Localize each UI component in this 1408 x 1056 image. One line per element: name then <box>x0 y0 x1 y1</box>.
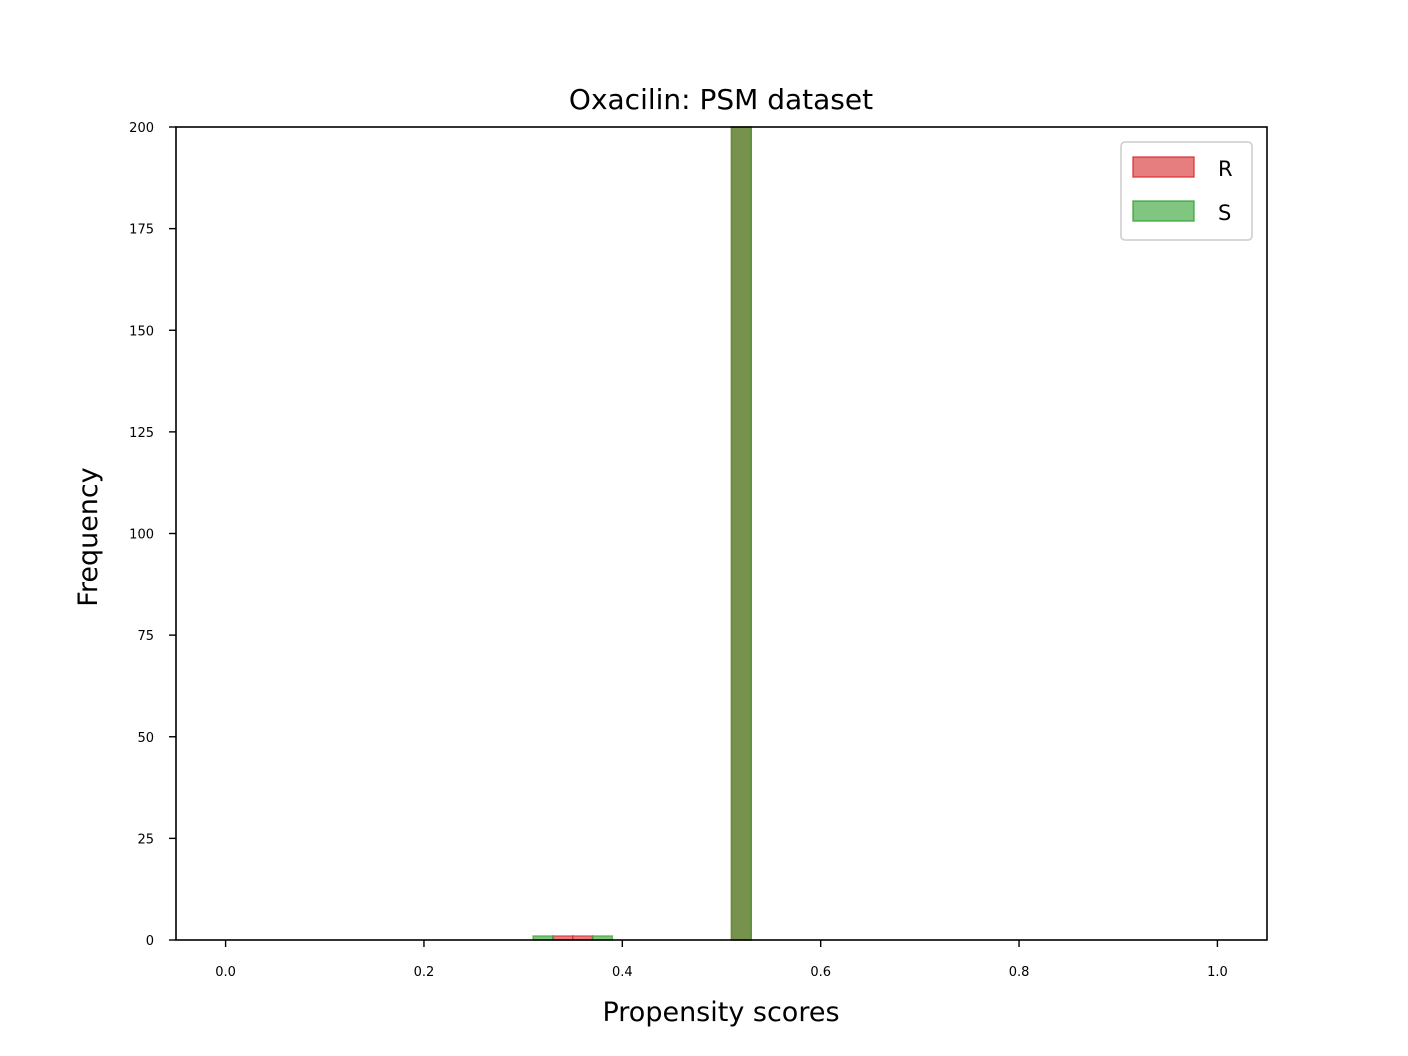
x-tick-label: 0.8 <box>1009 965 1030 980</box>
legend: R S <box>1120 141 1253 241</box>
y-axis-label: Frequency <box>73 467 104 607</box>
x-tick-label: 0.2 <box>414 965 435 980</box>
y-tick-label: 100 <box>129 528 154 543</box>
legend-swatch-r <box>1132 156 1195 178</box>
legend-swatch-s <box>1132 200 1195 222</box>
plot-frame <box>175 126 1268 941</box>
y-tick-label: 75 <box>137 629 154 644</box>
y-tick-label: 150 <box>129 324 154 339</box>
y-tick-label: 0 <box>146 934 154 949</box>
x-axis-label: Propensity scores <box>602 997 839 1028</box>
x-tick-label: 0.6 <box>810 965 831 980</box>
chart-title: Oxacilin: PSM dataset <box>569 83 873 116</box>
y-tick-label: 175 <box>129 223 154 238</box>
legend-label-s: S <box>1218 201 1231 225</box>
y-tick-label: 125 <box>129 426 154 441</box>
x-axis-ticks: 0.0 0.2 0.4 0.6 0.8 1.0 <box>215 940 1228 980</box>
x-tick-label: 0.0 <box>215 965 236 980</box>
x-tick-label: 0.4 <box>612 965 633 980</box>
y-axis-ticks: 0 25 50 75 100 125 150 175 200 <box>129 121 176 949</box>
y-tick-label: 50 <box>137 731 154 746</box>
y-tick-label: 200 <box>129 121 154 136</box>
x-tick-label: 1.0 <box>1207 965 1228 980</box>
legend-label-r: R <box>1218 157 1233 181</box>
y-tick-label: 25 <box>137 832 154 847</box>
bars-group <box>532 126 753 941</box>
bar-s-2 <box>730 126 753 941</box>
